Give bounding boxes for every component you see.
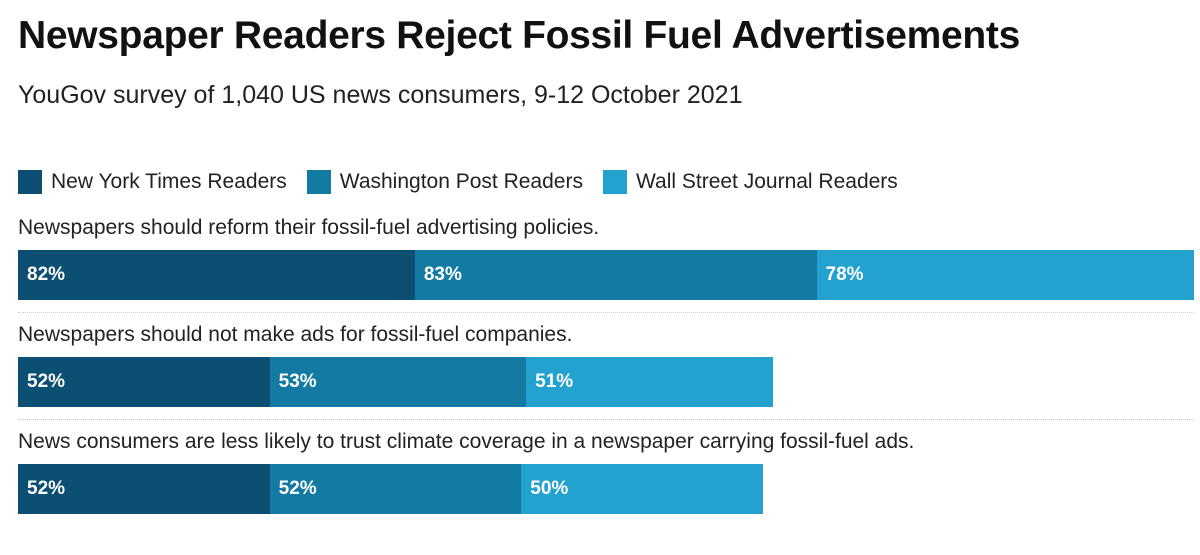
bar-segment-wsj: 51% [526, 357, 773, 407]
bar-segment-wapo: 83% [414, 250, 817, 300]
legend: New York Times Readers Washington Post R… [18, 167, 918, 197]
chart-subtitle: YouGov survey of 1,040 US news consumers… [18, 81, 743, 109]
bar-group-reform-policies: Newspapers should reform their fossil-fu… [18, 213, 1194, 300]
bar-group-trust: News consumers are less likely to trust … [18, 427, 1194, 514]
bar-segment-wsj: 78% [816, 250, 1194, 300]
bar-segment-nyt: 82% [18, 250, 415, 300]
bar-segment-wapo: 53% [269, 357, 527, 407]
legend-item-wapo: Washington Post Readers [306, 170, 583, 194]
bar-segment-wapo: 52% [269, 464, 522, 514]
category-label: Newspapers should not make ads for fossi… [18, 323, 573, 346]
category-label: News consumers are less likely to trust … [18, 430, 915, 453]
legend-label-wsj: Wall Street Journal Readers [635, 170, 898, 193]
bar-track: 52% 53% 51% [18, 357, 1194, 407]
bar-segment-wsj: 50% [521, 464, 764, 514]
category-label: Newspapers should reform their fossil-fu… [18, 216, 600, 239]
bar-group-no-ads: Newspapers should not make ads for fossi… [18, 320, 1194, 407]
legend-label-wapo: Washington Post Readers [339, 170, 583, 193]
legend-item-nyt: New York Times Readers [18, 170, 287, 194]
row-divider [18, 312, 1194, 313]
legend-label-nyt: New York Times Readers [51, 170, 287, 193]
chart-title: Newspaper Readers Reject Fossil Fuel Adv… [18, 14, 1020, 57]
bar-segment-nyt: 52% [18, 357, 270, 407]
legend-swatch-wsj [602, 170, 627, 194]
legend-swatch-nyt [18, 170, 42, 194]
legend-swatch-wapo [306, 170, 331, 194]
bar-segment-nyt: 52% [18, 464, 270, 514]
row-divider [18, 419, 1194, 420]
bar-track: 52% 52% 50% [18, 464, 1194, 514]
legend-item-wsj: Wall Street Journal Readers [602, 170, 898, 194]
bar-track: 82% 83% 78% [18, 250, 1194, 300]
